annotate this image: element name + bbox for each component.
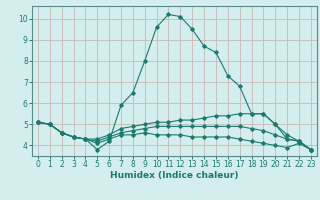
X-axis label: Humidex (Indice chaleur): Humidex (Indice chaleur) — [110, 171, 239, 180]
